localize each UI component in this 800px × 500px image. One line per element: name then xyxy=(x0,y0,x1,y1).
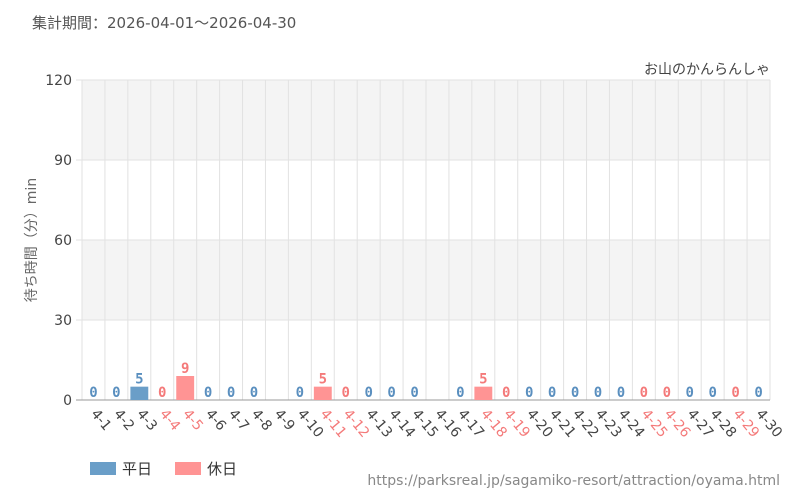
data-label: 0 xyxy=(250,385,258,401)
y-tick-label: 90 xyxy=(54,153,72,169)
data-label: 0 xyxy=(112,385,120,401)
data-label: 0 xyxy=(502,385,510,401)
data-label: 0 xyxy=(754,385,762,401)
data-label: 0 xyxy=(594,385,602,401)
data-label: 0 xyxy=(296,385,304,401)
data-label: 0 xyxy=(731,385,739,401)
data-label: 0 xyxy=(525,385,533,401)
legend-weekday-swatch xyxy=(90,462,116,475)
data-label: 0 xyxy=(410,385,418,401)
legend-weekday: 平日 xyxy=(90,458,152,479)
x-tick-label: 4-2 xyxy=(110,406,137,434)
y-tick-label: 0 xyxy=(63,393,72,409)
legend-weekday-label: 平日 xyxy=(122,460,153,478)
data-label: 0 xyxy=(227,385,235,401)
data-label: 0 xyxy=(387,385,395,401)
bar xyxy=(474,386,493,400)
data-label: 0 xyxy=(686,385,694,401)
data-label: 0 xyxy=(89,385,97,401)
data-label: 9 xyxy=(181,361,189,377)
legend-holiday-swatch xyxy=(175,462,201,475)
data-label: 0 xyxy=(663,385,671,401)
legend-holiday: 休日 xyxy=(175,458,237,479)
y-tick-label: 30 xyxy=(54,313,72,329)
data-label: 0 xyxy=(456,385,464,401)
data-label: 0 xyxy=(548,385,556,401)
data-label: 0 xyxy=(204,385,212,401)
y-tick-label: 120 xyxy=(45,73,72,89)
x-tick-label: 4-3 xyxy=(133,406,160,434)
x-tick-label: 4-6 xyxy=(202,406,229,434)
data-label: 0 xyxy=(342,385,350,401)
period-label: 集計期間：2026-04-01〜2026-04-30 xyxy=(32,14,297,32)
bar xyxy=(176,376,195,400)
data-label: 0 xyxy=(364,385,372,401)
source-url: https://parksreal.jp/sagamiko-resort/att… xyxy=(367,473,780,489)
data-label: 0 xyxy=(158,385,166,401)
data-label: 5 xyxy=(479,372,487,388)
data-label: 0 xyxy=(708,385,716,401)
y-axis-label: 待ち時間（分）min xyxy=(24,178,40,302)
data-label: 5 xyxy=(135,372,143,388)
data-label: 0 xyxy=(617,385,625,401)
y-tick-label: 60 xyxy=(54,233,72,249)
data-label: 5 xyxy=(319,372,327,388)
x-tick-label: 4-1 xyxy=(87,406,114,434)
x-tick-label: 4-7 xyxy=(225,406,252,434)
x-tick-label: 4-4 xyxy=(156,406,183,434)
waiting-time-chart: 0306090120お山のかんらんしゃ待ち時間（分）min04-104-254-… xyxy=(24,62,785,441)
chart-title: お山のかんらんしゃ xyxy=(644,62,770,78)
data-label: 0 xyxy=(571,385,579,401)
x-tick-label: 4-9 xyxy=(271,406,298,434)
bar xyxy=(130,386,149,400)
data-label: 0 xyxy=(640,385,648,401)
legend-holiday-label: 休日 xyxy=(207,460,238,478)
bar xyxy=(313,386,332,400)
x-tick-label: 4-8 xyxy=(248,406,275,434)
x-tick-label: 4-5 xyxy=(179,406,206,434)
